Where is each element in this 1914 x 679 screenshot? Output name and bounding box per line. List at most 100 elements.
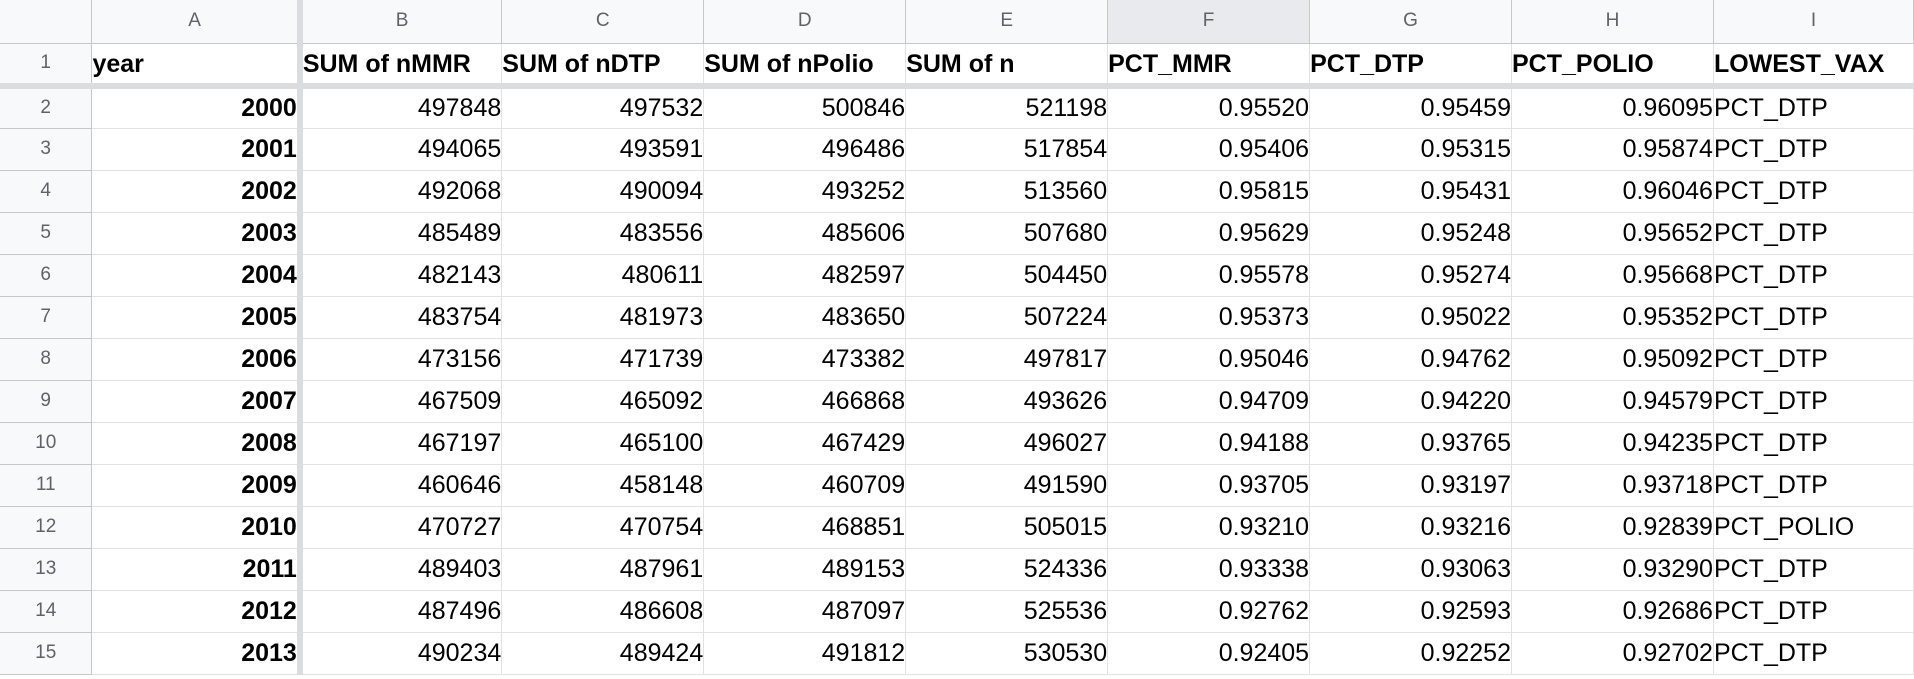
cell-h[interactable]: 0.94235 [1511,422,1714,465]
cell-i[interactable]: PCT_DTP [1713,380,1914,423]
cell-f[interactable]: 0.95815 [1107,170,1311,213]
cell-b[interactable]: 489403 [299,548,503,591]
row-header[interactable]: 14 [0,590,93,633]
cell-d[interactable]: 468851 [703,506,907,549]
cell-a[interactable]: 2013 [91,632,303,675]
cell-e[interactable]: 505015 [905,506,1109,549]
cell-f[interactable]: 0.92405 [1107,632,1311,675]
cell-e[interactable]: 513560 [905,170,1109,213]
cell-a[interactable]: 2011 [91,548,303,591]
column-header-H[interactable]: H [1511,0,1714,44]
cell-f[interactable]: 0.95373 [1107,296,1311,339]
cell-b[interactable]: 482143 [299,254,503,297]
cell-c[interactable]: 483556 [501,212,705,255]
cell-c[interactable]: 465100 [501,422,705,465]
column-header-C[interactable]: C [501,0,705,44]
cell-g[interactable]: 0.94762 [1309,338,1512,381]
cell-b[interactable]: 467197 [299,422,503,465]
cell-e[interactable]: 507680 [905,212,1109,255]
cell-e[interactable]: 517854 [905,128,1109,171]
cell-e[interactable]: 491590 [905,464,1109,507]
cell-e[interactable]: 530530 [905,632,1109,675]
column-header-E[interactable]: E [905,0,1109,44]
column-header-B[interactable]: B [299,0,503,44]
cell-i[interactable]: PCT_DTP [1713,422,1914,465]
cell-c[interactable]: 480611 [501,254,705,297]
cell-d[interactable]: 482597 [703,254,907,297]
cell-header-sum-ndtp[interactable]: SUM of nDTP [501,43,705,89]
column-header-F[interactable]: F [1107,0,1311,44]
cell-f[interactable]: 0.95629 [1107,212,1311,255]
cell-a[interactable]: 2007 [91,380,303,423]
cell-c[interactable]: 493591 [501,128,705,171]
cell-b[interactable]: 494065 [299,128,503,171]
cell-h[interactable]: 0.92686 [1511,590,1714,633]
cell-d[interactable]: 500846 [703,86,907,129]
cell-d[interactable]: 485606 [703,212,907,255]
cell-b[interactable]: 460646 [299,464,503,507]
select-all-corner[interactable] [0,0,93,44]
row-header[interactable]: 8 [0,338,93,381]
cell-g[interactable]: 0.93197 [1309,464,1512,507]
cell-d[interactable]: 496486 [703,128,907,171]
row-header[interactable]: 7 [0,296,93,339]
cell-d[interactable]: 493252 [703,170,907,213]
cell-c[interactable]: 489424 [501,632,705,675]
row-header[interactable]: 12 [0,506,93,549]
cell-c[interactable]: 465092 [501,380,705,423]
cell-d[interactable]: 473382 [703,338,907,381]
cell-d[interactable]: 460709 [703,464,907,507]
cell-a[interactable]: 2001 [91,128,303,171]
cell-g[interactable]: 0.92252 [1309,632,1512,675]
cell-g[interactable]: 0.93063 [1309,548,1512,591]
column-header-I[interactable]: I [1713,0,1914,44]
cell-h[interactable]: 0.92839 [1511,506,1714,549]
cell-h[interactable]: 0.95652 [1511,212,1714,255]
cell-b[interactable]: 467509 [299,380,503,423]
cell-c[interactable]: 486608 [501,590,705,633]
row-header[interactable]: 15 [0,632,93,675]
cell-b[interactable]: 470727 [299,506,503,549]
cell-a[interactable]: 2006 [91,338,303,381]
cell-header-sum-n[interactable]: SUM of n [905,43,1109,89]
cell-f[interactable]: 0.93705 [1107,464,1311,507]
cell-e[interactable]: 493626 [905,380,1109,423]
cell-d[interactable]: 466868 [703,380,907,423]
cell-f[interactable]: 0.95520 [1107,86,1311,129]
cell-f[interactable]: 0.93210 [1107,506,1311,549]
cell-a[interactable]: 2000 [91,86,303,129]
cell-c[interactable]: 487961 [501,548,705,591]
cell-h[interactable]: 0.92702 [1511,632,1714,675]
cell-g[interactable]: 0.93216 [1309,506,1512,549]
cell-i[interactable]: PCT_DTP [1713,128,1914,171]
cell-g[interactable]: 0.95431 [1309,170,1512,213]
column-header-D[interactable]: D [703,0,907,44]
cell-f[interactable]: 0.92762 [1107,590,1311,633]
cell-e[interactable]: 507224 [905,296,1109,339]
cell-e[interactable]: 496027 [905,422,1109,465]
cell-c[interactable]: 471739 [501,338,705,381]
cell-c[interactable]: 458148 [501,464,705,507]
row-header[interactable]: 10 [0,422,93,465]
row-header[interactable]: 9 [0,380,93,423]
cell-h[interactable]: 0.95352 [1511,296,1714,339]
cell-header-pct-polio[interactable]: PCT_POLIO [1511,43,1714,89]
cell-c[interactable]: 481973 [501,296,705,339]
cell-h[interactable]: 0.93718 [1511,464,1714,507]
cell-g[interactable]: 0.92593 [1309,590,1512,633]
cell-e[interactable]: 525536 [905,590,1109,633]
cell-b[interactable]: 487496 [299,590,503,633]
cell-a[interactable]: 2009 [91,464,303,507]
cell-i[interactable]: PCT_DTP [1713,170,1914,213]
cell-g[interactable]: 0.94220 [1309,380,1512,423]
cell-e[interactable]: 504450 [905,254,1109,297]
cell-g[interactable]: 0.95274 [1309,254,1512,297]
cell-d[interactable]: 491812 [703,632,907,675]
cell-b[interactable]: 483754 [299,296,503,339]
cell-f[interactable]: 0.95046 [1107,338,1311,381]
row-header[interactable]: 11 [0,464,93,507]
cell-header-sum-nmmr[interactable]: SUM of nMMR [299,43,503,89]
cell-h[interactable]: 0.95668 [1511,254,1714,297]
cell-a[interactable]: 2008 [91,422,303,465]
